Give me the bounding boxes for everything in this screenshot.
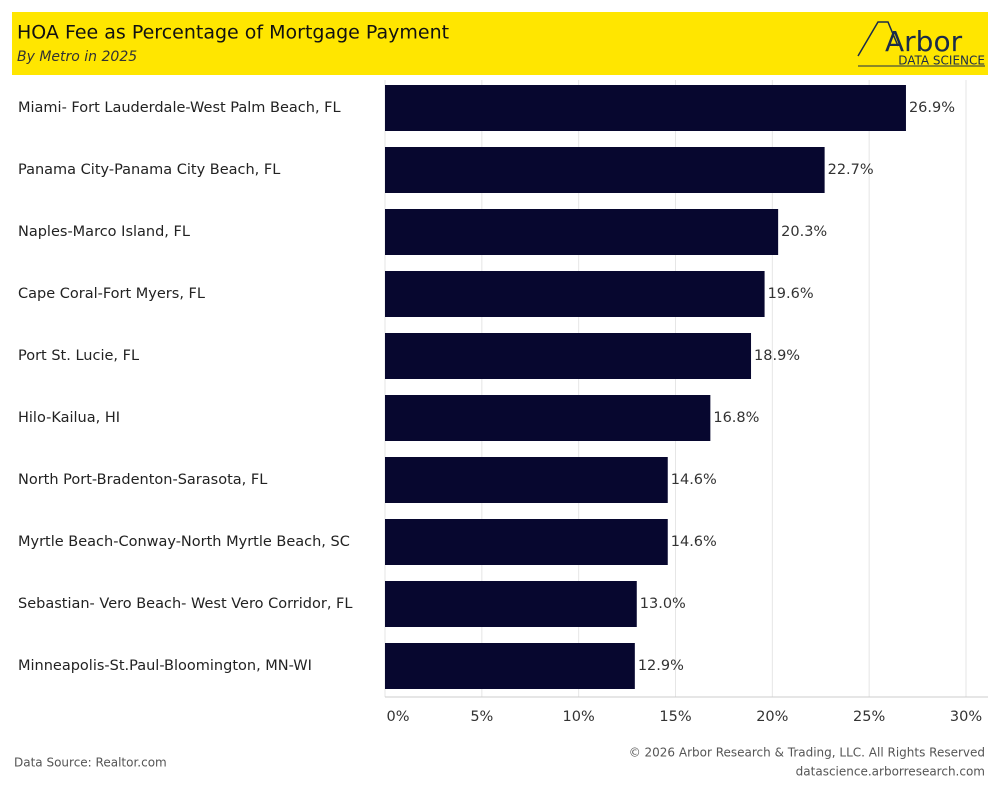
logo-name: Arbor bbox=[885, 25, 963, 58]
bar bbox=[385, 519, 668, 565]
value-label: 19.6% bbox=[768, 286, 814, 302]
bar bbox=[385, 581, 637, 627]
source-note: Data Source: Realtor.com bbox=[14, 756, 167, 770]
bar bbox=[385, 85, 906, 131]
value-label: 12.9% bbox=[638, 658, 684, 674]
bar bbox=[385, 457, 668, 503]
value-label: 26.9% bbox=[909, 100, 955, 116]
value-label: 14.6% bbox=[671, 534, 717, 550]
value-label: 16.8% bbox=[713, 410, 759, 426]
value-label: 14.6% bbox=[671, 472, 717, 488]
copyright: © 2026 Arbor Research & Trading, LLC. Al… bbox=[629, 746, 985, 760]
bar bbox=[385, 333, 752, 379]
x-tick-label: 10% bbox=[563, 709, 595, 725]
category-label: Naples-Marco Island, FL bbox=[18, 224, 190, 240]
logo-mark bbox=[857, 21, 899, 57]
category-label: Myrtle Beach-Conway-North Myrtle Beach, … bbox=[18, 534, 350, 550]
category-label: Miami- Fort Lauderdale-West Palm Beach, … bbox=[18, 100, 341, 116]
category-label: Hilo-Kailua, HI bbox=[18, 410, 120, 426]
value-label: 20.3% bbox=[781, 224, 827, 240]
value-label: 13.0% bbox=[640, 596, 686, 612]
category-label: Minneapolis-St.Paul-Bloomington, MN-WI bbox=[18, 658, 312, 674]
logo-tagline: DATA SCIENCE bbox=[898, 54, 985, 68]
bar bbox=[385, 395, 711, 441]
header-band bbox=[12, 12, 988, 75]
bar bbox=[385, 209, 779, 255]
x-tick-label: 25% bbox=[853, 709, 885, 725]
x-tick-label: 30% bbox=[950, 709, 982, 725]
website: datascience.arborresearch.com bbox=[796, 765, 985, 779]
x-tick-label: 5% bbox=[470, 709, 493, 725]
x-tick-label: 20% bbox=[756, 709, 788, 725]
bar bbox=[385, 147, 825, 193]
value-label: 22.7% bbox=[828, 162, 874, 178]
category-label: Sebastian- Vero Beach- West Vero Corrido… bbox=[18, 596, 352, 612]
chart-subtitle: By Metro in 2025 bbox=[17, 49, 137, 65]
bar bbox=[385, 643, 635, 689]
category-label: Cape Coral-Fort Myers, FL bbox=[18, 286, 205, 302]
category-label: Port St. Lucie, FL bbox=[18, 348, 139, 364]
x-tick-label: 15% bbox=[659, 709, 691, 725]
category-label: North Port-Bradenton-Sarasota, FL bbox=[18, 472, 267, 488]
bar bbox=[385, 271, 765, 317]
value-label: 18.9% bbox=[754, 348, 800, 364]
category-label: Panama City-Panama City Beach, FL bbox=[18, 162, 280, 178]
x-tick-label: 0% bbox=[386, 709, 409, 725]
chart-title: HOA Fee as Percentage of Mortgage Paymen… bbox=[17, 22, 449, 44]
